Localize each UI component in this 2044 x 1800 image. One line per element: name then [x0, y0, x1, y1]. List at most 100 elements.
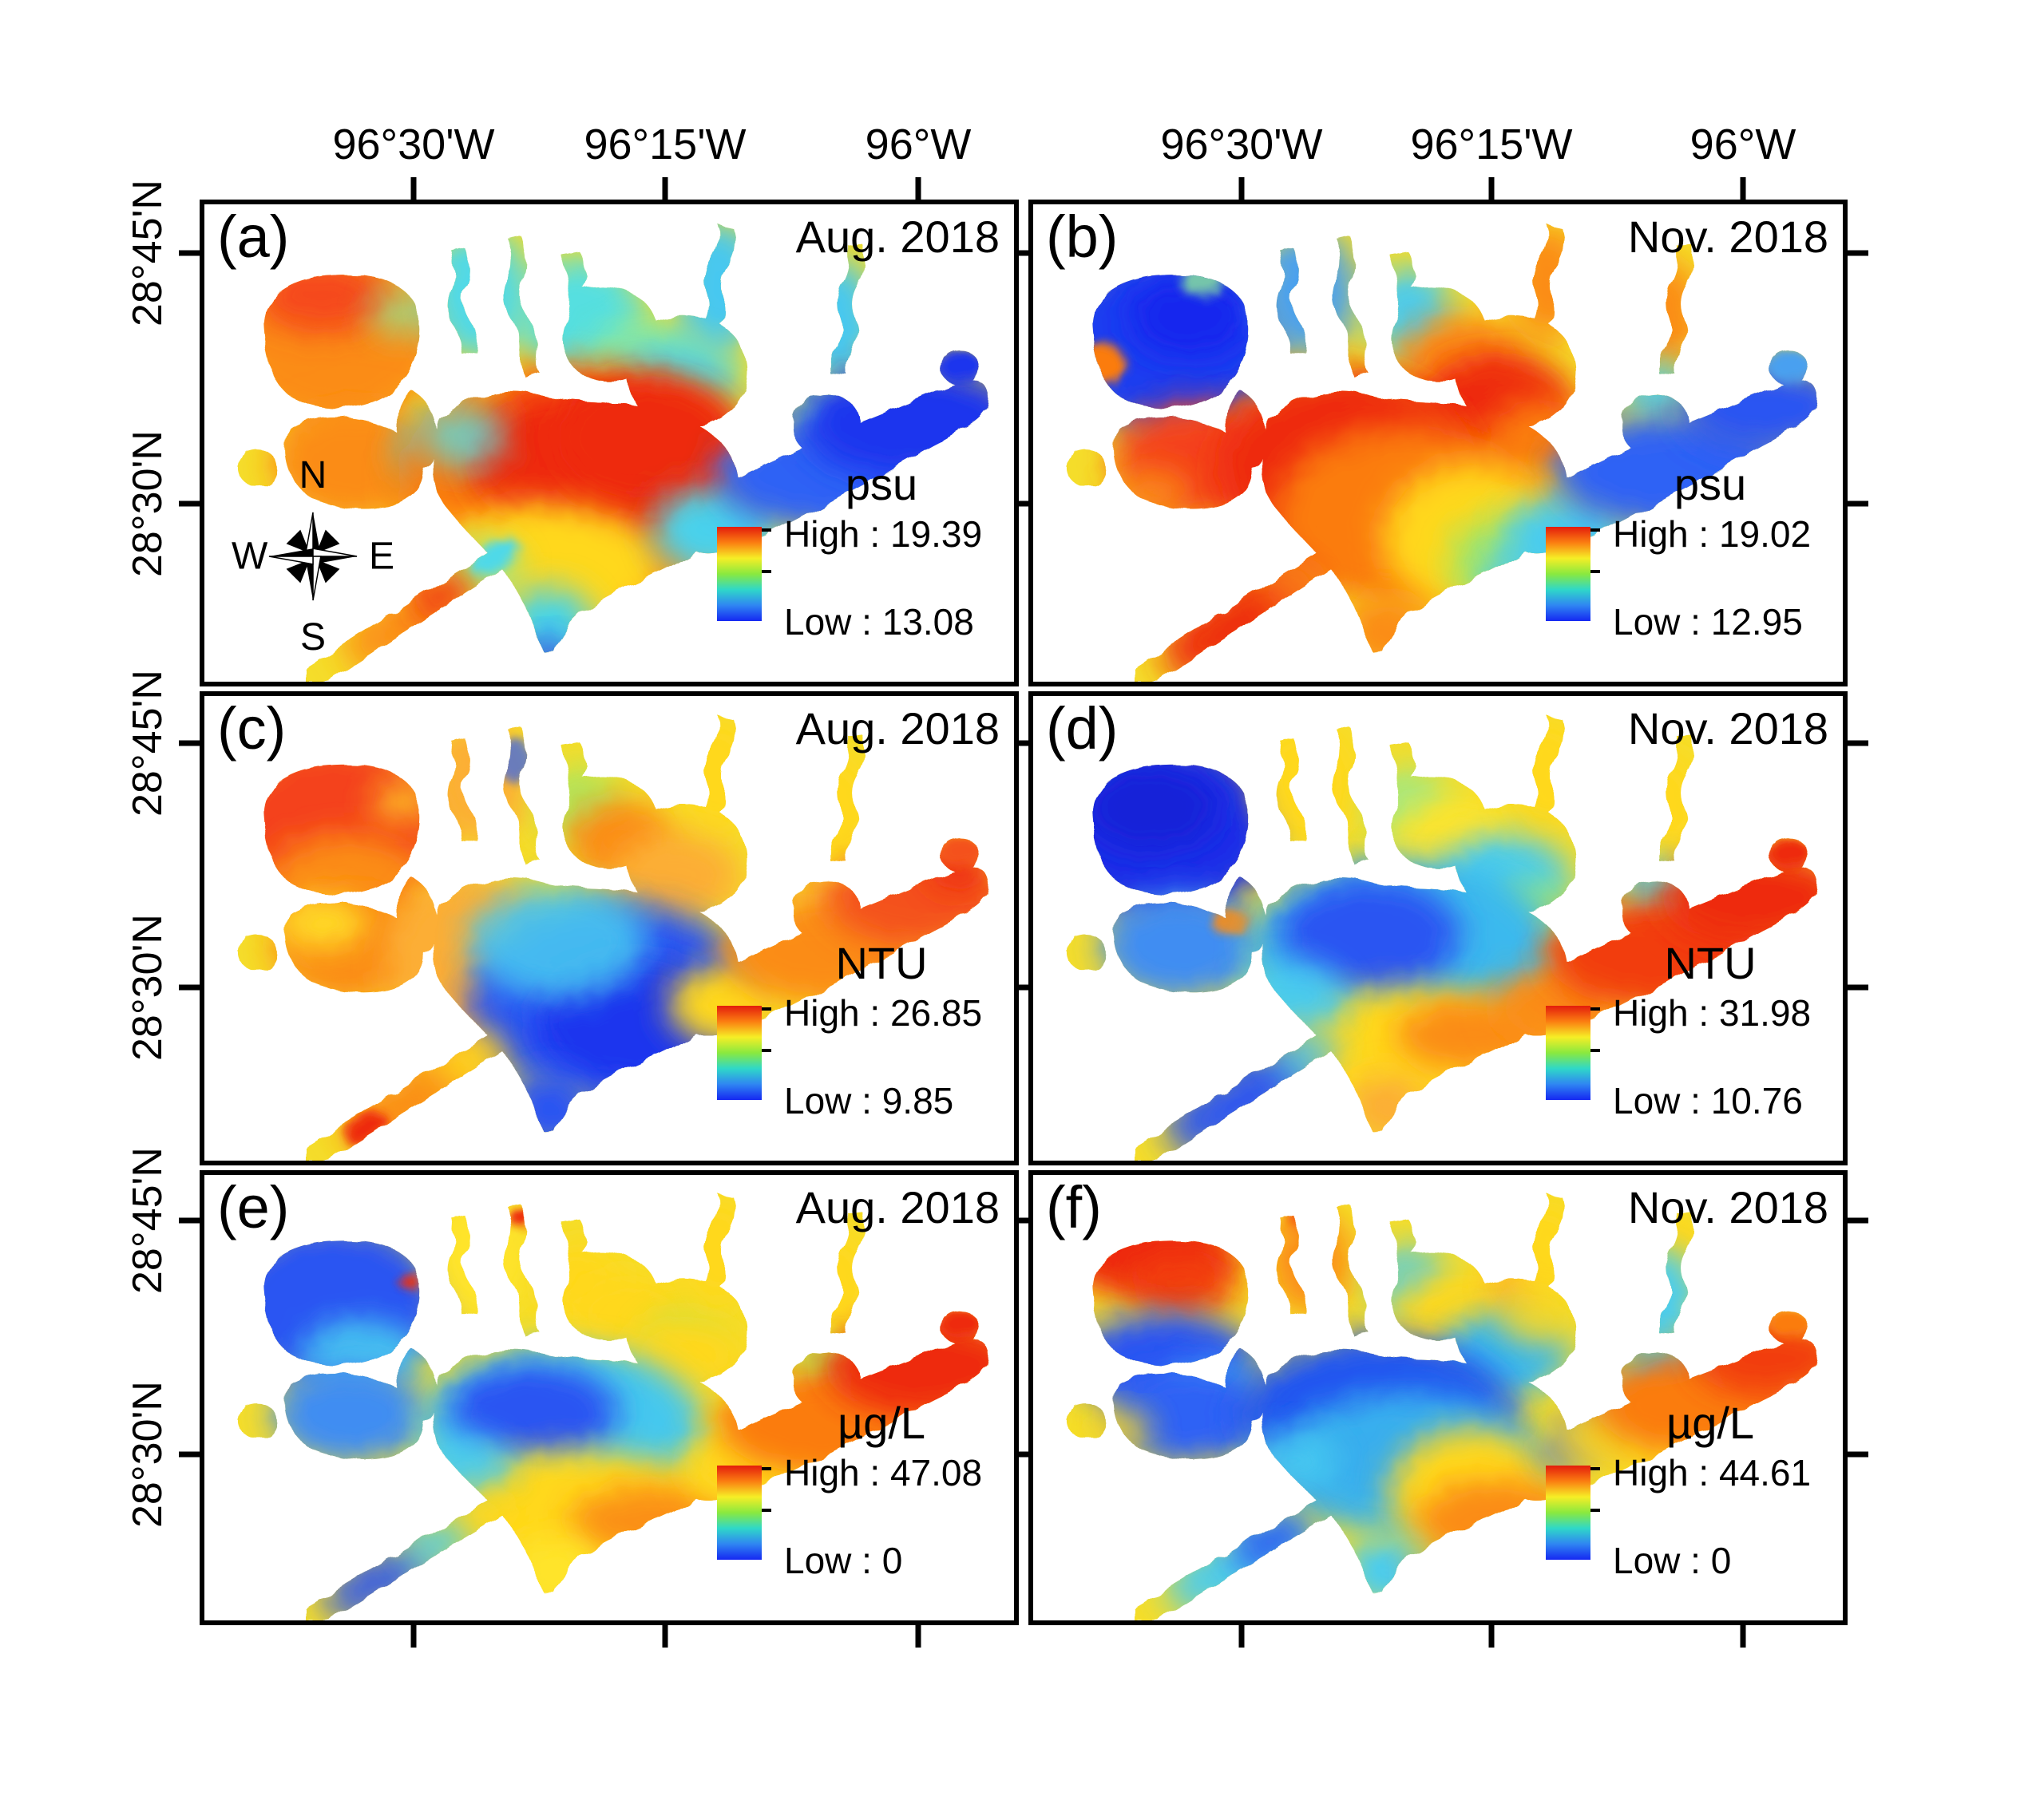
axis-tick [410, 177, 417, 200]
legend-high-value: High : 26.85 [784, 992, 983, 1034]
map-panel-f-chlorophyll-nov: (f) Nov. 2018 µg/L High : 44.61 Low : 0 [1028, 1170, 1848, 1625]
bay-map-b [1033, 204, 1843, 682]
lat-label: 28°30'N [125, 914, 171, 1061]
legend-high-value: High : 44.61 [1613, 1452, 1812, 1493]
lon-label: 96°15'W [584, 121, 747, 168]
axis-tick [1740, 177, 1746, 200]
legend-colorbar [1546, 527, 1600, 621]
legend: psu High : 19.39 Low : 13.08 [717, 459, 983, 656]
axis-tick [662, 1625, 668, 1648]
axis-tick [179, 740, 200, 746]
axis-tick [1848, 1451, 1868, 1458]
panel-date-label: Nov. 2018 [1627, 1182, 1828, 1232]
panel-date-label: Aug. 2018 [795, 703, 1000, 754]
compass-east-label: E [368, 535, 394, 578]
lat-label: 28°45'N [125, 1147, 171, 1294]
axis-tick [915, 1625, 921, 1648]
legend-unit: NTU [835, 938, 928, 988]
axis-tick [1488, 177, 1495, 200]
legend-high-value: High : 47.08 [784, 1452, 983, 1493]
colorbar-tick [762, 1049, 771, 1052]
map-panel-a-salinity-aug: (a) Aug. 2018 N S W E psu H [200, 200, 1019, 686]
lon-label: 96°30'W [332, 121, 495, 168]
map-panel-c-turbidity-aug: (c) Aug. 2018 NTU High : 26.85 Low : 9.8… [200, 691, 1019, 1165]
legend-low-value: Low : 9.85 [784, 1080, 954, 1122]
panel-letter: (f) [1046, 1174, 1102, 1240]
colorbar-tick [762, 570, 771, 573]
panel-date-label: Aug. 2018 [795, 1182, 1000, 1232]
axis-tick [1011, 1451, 1028, 1458]
colorbar-tick [1590, 1509, 1600, 1512]
legend-unit: µg/L [1666, 1398, 1755, 1448]
legend-high-value: High : 19.02 [1613, 513, 1812, 555]
legend-colorbar [1546, 1466, 1600, 1560]
panel-date-label: Aug. 2018 [795, 212, 1000, 262]
lat-label: 28°30'N [125, 430, 171, 577]
colorbar-tick [1590, 1007, 1600, 1011]
axis-tick [1848, 1217, 1868, 1224]
bay-map-c [204, 696, 1014, 1161]
legend-colorbar [717, 1466, 771, 1560]
legend: psu High : 19.02 Low : 12.95 [1546, 459, 1812, 656]
axis-tick [1848, 500, 1868, 507]
map-panel-e-chlorophyll-aug: (e) Aug. 2018 µg/L High : 47.08 Low : 0 [200, 1170, 1019, 1625]
colorbar-tick [762, 1509, 771, 1512]
axis-tick [1011, 500, 1028, 507]
panel-date-label: Nov. 2018 [1627, 703, 1828, 754]
map-panel-b-salinity-nov: (b) Nov. 2018 psu High : 19.02 Low : 12.… [1028, 200, 1848, 686]
legend-low-value: Low : 0 [1613, 1540, 1732, 1581]
colorbar-tick [762, 1007, 771, 1011]
legend-high-value: High : 19.39 [784, 513, 983, 555]
colorbar-tick [762, 1467, 771, 1470]
lat-label: 28°45'N [125, 670, 171, 817]
axis-tick [1848, 984, 1868, 991]
axis-tick [1011, 1217, 1028, 1224]
axis-tick [179, 250, 200, 256]
axis-tick [179, 500, 200, 507]
axis-tick [179, 1217, 200, 1224]
legend-colorbar [1546, 1006, 1600, 1100]
compass-south-label: S [299, 616, 327, 659]
bay-map-a [204, 204, 1014, 682]
axis-tick [1011, 984, 1028, 991]
axis-tick [1238, 1625, 1245, 1648]
axis-tick [1011, 740, 1028, 746]
legend: NTU High : 26.85 Low : 9.85 [717, 938, 983, 1135]
axis-tick [410, 1625, 417, 1648]
axis-tick [179, 1451, 200, 1458]
axis-tick [1488, 1625, 1495, 1648]
panel-letter: (b) [1046, 204, 1119, 270]
legend: NTU High : 31.98 Low : 10.76 [1546, 938, 1811, 1135]
legend-colorbar [717, 1006, 771, 1100]
legend: µg/L High : 47.08 Low : 0 [717, 1398, 983, 1595]
legend-low-value: Low : 13.08 [784, 601, 974, 643]
bay-map-d [1033, 696, 1843, 1161]
compass-west-label: W [232, 535, 268, 578]
lat-label: 28°30'N [125, 1381, 171, 1528]
lon-label: 96°W [865, 121, 972, 168]
colorbar-tick [1590, 570, 1600, 573]
axis-tick [662, 177, 668, 200]
map-panel-d-turbidity-nov: (d) Nov. 2018 NTU High : 31.98 Low : 10.… [1028, 691, 1848, 1165]
legend-low-value: Low : 12.95 [1613, 601, 1803, 643]
compass-north-label: N [299, 454, 327, 496]
legend-low-value: Low : 0 [784, 1540, 903, 1581]
colorbar-tick [1590, 528, 1600, 532]
panel-letter: (e) [217, 1174, 290, 1240]
axis-tick [179, 984, 200, 991]
legend: µg/L High : 44.61 Low : 0 [1546, 1398, 1812, 1595]
bay-map-e [204, 1175, 1014, 1620]
panel-letter: (d) [1046, 695, 1119, 762]
legend-unit: psu [1674, 459, 1747, 509]
bay-map-f [1033, 1175, 1843, 1620]
lat-label: 28°45'N [125, 180, 171, 326]
panel-letter: (a) [217, 204, 290, 270]
axis-tick [915, 177, 921, 200]
legend-unit: µg/L [837, 1398, 926, 1448]
axis-tick [1848, 250, 1868, 256]
panel-date-label: Nov. 2018 [1627, 212, 1828, 262]
compass-rose: N S W E [232, 454, 394, 659]
compass-star-icon [268, 512, 358, 601]
legend-low-value: Low : 10.76 [1613, 1080, 1803, 1122]
